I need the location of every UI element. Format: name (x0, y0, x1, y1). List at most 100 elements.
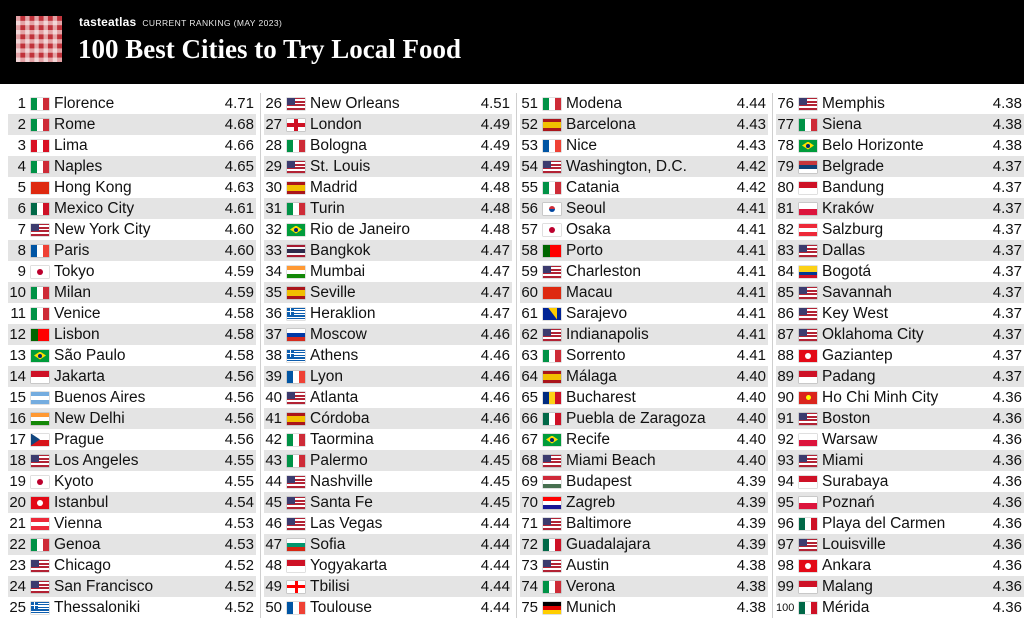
rating-score: 4.46 (480, 431, 510, 448)
rank-number: 51 (521, 95, 538, 112)
rating-score: 4.44 (480, 515, 510, 532)
usa-flag-icon (799, 412, 817, 425)
rating-score: 4.37 (992, 242, 1022, 259)
table-row: 22 Genoa 4.53 (8, 534, 256, 555)
rank-number: 40 (265, 389, 282, 406)
rank-number: 90 (777, 389, 794, 406)
italy-flag-icon (287, 202, 305, 215)
usa-flag-icon (799, 328, 817, 341)
rank-number: 99 (777, 578, 794, 595)
rating-score: 4.58 (224, 305, 254, 322)
bulgaria-flag-icon (287, 538, 305, 551)
rating-score: 4.46 (480, 389, 510, 406)
table-row: 97 Louisville 4.36 (776, 534, 1024, 555)
spain-flag-icon (287, 286, 305, 299)
rank-number: 70 (521, 494, 538, 511)
rating-score: 4.51 (480, 95, 510, 112)
city-name: Milan (54, 283, 92, 301)
table-row: 26 New Orleans 4.51 (264, 93, 512, 114)
rating-score: 4.46 (480, 326, 510, 343)
city-name: Istanbul (54, 493, 109, 511)
table-row: 34 Mumbai 4.47 (264, 261, 512, 282)
rating-score: 4.58 (224, 347, 254, 364)
table-row: 8 Paris 4.60 (8, 240, 256, 261)
rank-number: 46 (265, 515, 282, 532)
rating-score: 4.38 (992, 95, 1022, 112)
city-name: Mérida (822, 598, 870, 616)
table-row: 92 Warsaw 4.36 (776, 429, 1024, 450)
mexico-flag-icon (543, 538, 561, 551)
mexico-flag-icon (543, 412, 561, 425)
city-name: Rome (54, 115, 96, 133)
usa-flag-icon (799, 454, 817, 467)
rank-number: 5 (17, 179, 26, 196)
rank-number: 14 (9, 368, 26, 385)
rating-score: 4.41 (736, 326, 766, 343)
city-name: Verona (566, 577, 616, 595)
mexico-flag-icon (799, 601, 817, 614)
table-row: 12 Lisbon 4.58 (8, 324, 256, 345)
rating-score: 4.37 (992, 158, 1022, 175)
rating-score: 4.37 (992, 347, 1022, 364)
rating-score: 4.40 (736, 452, 766, 469)
city-name: Mumbai (310, 262, 366, 280)
rank-number: 77 (777, 116, 794, 133)
city-name: Sofia (310, 535, 346, 553)
rank-number: 37 (265, 326, 282, 343)
city-name: Lisbon (54, 325, 100, 343)
austria-flag-icon (31, 517, 49, 530)
table-row: 19 Kyoto 4.55 (8, 471, 256, 492)
rank-number: 71 (521, 515, 538, 532)
table-row: 9 Tokyo 4.59 (8, 261, 256, 282)
rating-score: 4.66 (224, 137, 254, 154)
rank-number: 86 (777, 305, 794, 322)
rating-score: 4.44 (480, 557, 510, 574)
russia-flag-icon (287, 328, 305, 341)
rank-number: 74 (521, 578, 538, 595)
city-name: Málaga (566, 367, 617, 385)
italy-flag-icon (287, 139, 305, 152)
argentina-flag-icon (31, 391, 49, 404)
usa-flag-icon (287, 160, 305, 173)
turkey-flag-icon (799, 349, 817, 362)
table-row: 49 Tbilisi 4.44 (264, 576, 512, 597)
usa-flag-icon (543, 454, 561, 467)
rank-number: 89 (777, 368, 794, 385)
rank-number: 55 (521, 179, 538, 196)
japan-flag-icon (543, 223, 561, 236)
city-name: Paris (54, 241, 90, 259)
city-name: Heraklion (310, 304, 376, 322)
usa-flag-icon (31, 454, 49, 467)
turkey-flag-icon (31, 496, 49, 509)
rating-score: 4.37 (992, 368, 1022, 385)
table-row: 59 Charleston 4.41 (520, 261, 768, 282)
table-row: 36 Heraklion 4.47 (264, 303, 512, 324)
table-row: 3 Lima 4.66 (8, 135, 256, 156)
rating-score: 4.36 (992, 473, 1022, 490)
rank-number: 44 (265, 473, 282, 490)
city-name: Tbilisi (310, 577, 350, 595)
rank-number: 3 (17, 137, 26, 154)
city-name: Puebla de Zaragoza (566, 409, 706, 427)
table-row: 69 Budapest 4.39 (520, 471, 768, 492)
thailand-flag-icon (287, 244, 305, 257)
brand-line: tasteatlas CURRENT RANKING (MAY 2023) (79, 15, 282, 29)
poland-flag-icon (799, 496, 817, 509)
city-name: Zagreb (566, 493, 616, 511)
rating-score: 4.37 (992, 263, 1022, 280)
city-name: Surabaya (822, 472, 889, 490)
city-name: Kraków (822, 199, 874, 217)
table-row: 73 Austin 4.38 (520, 555, 768, 576)
rating-score: 4.55 (224, 452, 254, 469)
rating-score: 4.39 (736, 473, 766, 490)
table-row: 63 Sorrento 4.41 (520, 345, 768, 366)
table-row: 91 Boston 4.36 (776, 408, 1024, 429)
greece-flag-icon (31, 601, 49, 614)
rank-number: 15 (9, 389, 26, 406)
city-name: Barcelona (566, 115, 636, 133)
rank-number: 97 (777, 536, 794, 553)
table-row: 11 Venice 4.58 (8, 303, 256, 324)
table-row: 96 Playa del Carmen 4.36 (776, 513, 1024, 534)
rating-score: 4.49 (480, 116, 510, 133)
rank-number: 98 (777, 557, 794, 574)
